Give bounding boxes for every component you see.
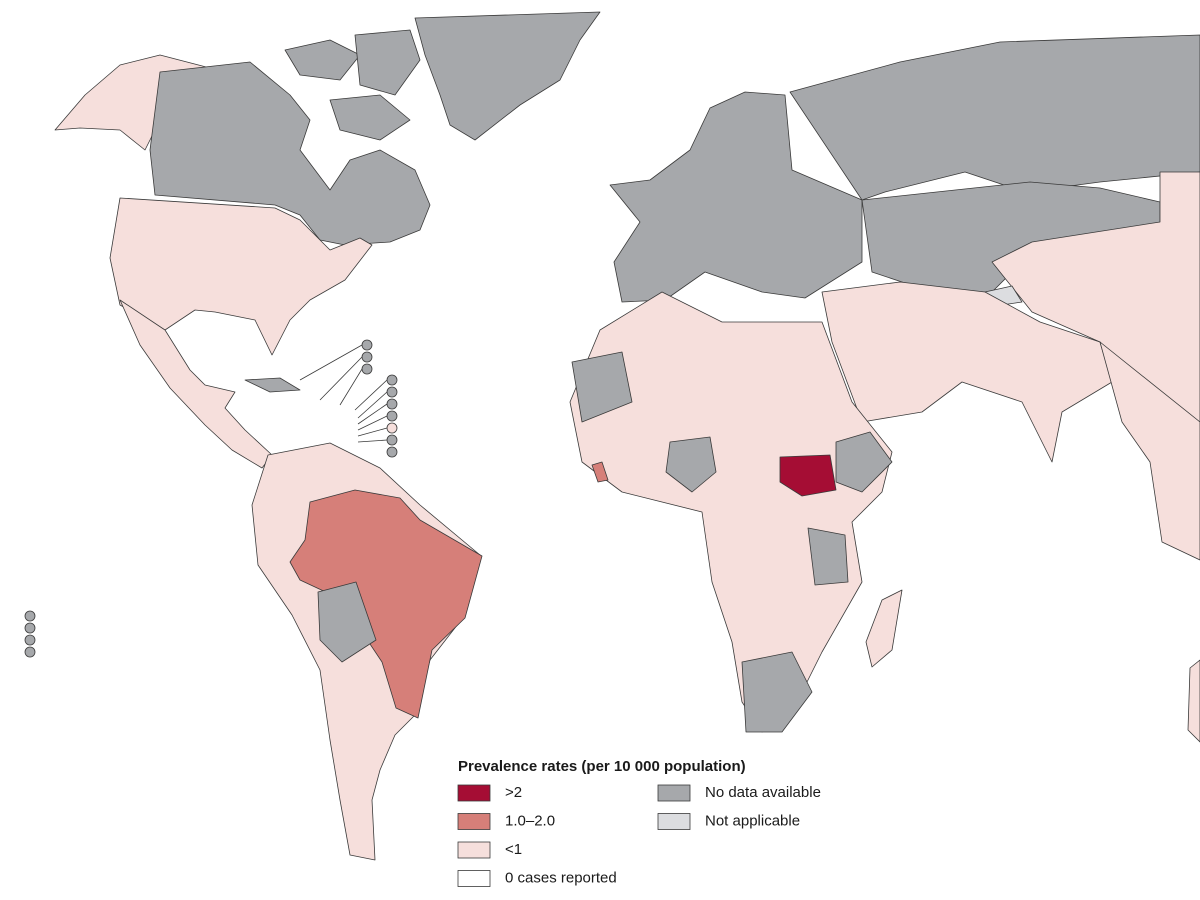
island-marker xyxy=(386,398,398,410)
island-marker xyxy=(386,422,398,434)
arctic-islands xyxy=(354,29,421,96)
legend-swatch xyxy=(457,870,491,887)
legend-label: Not applicable xyxy=(705,812,800,829)
island-marker xyxy=(361,363,373,375)
legend: Prevalence rates (per 10 000 population)… xyxy=(457,758,821,887)
nigeria xyxy=(665,436,717,493)
bolivia xyxy=(317,581,377,663)
madagascar xyxy=(865,589,903,668)
canada xyxy=(149,61,431,246)
island-marker xyxy=(386,374,398,386)
legend-label: No data available xyxy=(705,784,821,801)
south-sudan xyxy=(779,454,837,497)
southern-africa xyxy=(741,651,813,733)
island-marker xyxy=(386,410,398,422)
mexico-central-america xyxy=(119,299,273,469)
arctic-islands xyxy=(329,94,411,141)
legend-title: Prevalence rates (per 10 000 population) xyxy=(458,758,746,775)
legend-swatch xyxy=(457,813,491,830)
west-africa xyxy=(571,351,633,423)
island-marker xyxy=(24,634,36,646)
legend-swatch xyxy=(457,784,491,802)
legend-label: <1 xyxy=(505,841,522,858)
sierra-leone xyxy=(591,461,609,483)
legend-label: 0 cases reported xyxy=(505,869,617,886)
island-marker xyxy=(361,339,373,351)
island-marker xyxy=(24,646,36,658)
landmasses xyxy=(24,11,1200,861)
legend-label: >2 xyxy=(505,784,522,801)
brazil xyxy=(289,489,483,719)
china xyxy=(991,171,1200,423)
island-marker xyxy=(24,622,36,634)
cuba xyxy=(244,377,301,393)
legend-swatch xyxy=(657,813,691,830)
southeast-asia xyxy=(1099,341,1200,561)
middle-east-south-asia xyxy=(821,281,1113,463)
island-marker xyxy=(386,446,398,458)
tanzania xyxy=(807,527,849,586)
arctic-islands xyxy=(284,39,361,81)
greenland xyxy=(414,11,601,141)
leader-lines xyxy=(299,344,388,443)
russia xyxy=(789,34,1200,201)
island-marker xyxy=(386,434,398,446)
legend-label: 1.0–2.0 xyxy=(505,812,555,829)
legend-swatch xyxy=(657,784,691,802)
island-marker xyxy=(361,351,373,363)
ethiopia xyxy=(835,431,893,493)
island-marker xyxy=(24,610,36,622)
australia xyxy=(1187,659,1200,743)
island-marker xyxy=(386,386,398,398)
legend-swatch xyxy=(457,841,491,859)
europe xyxy=(609,91,863,303)
